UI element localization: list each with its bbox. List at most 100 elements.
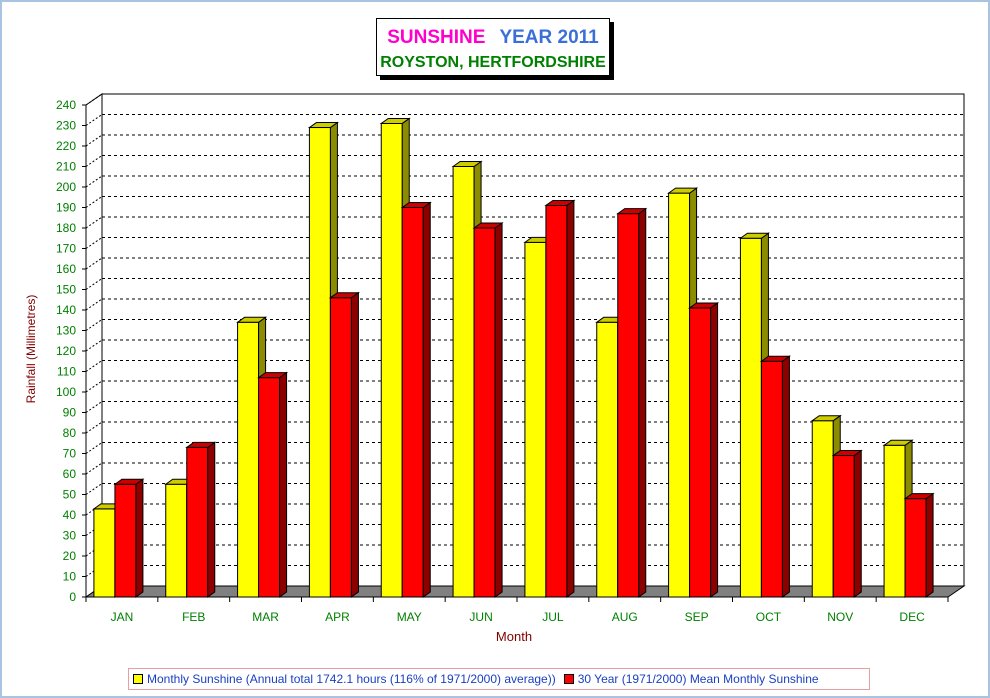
y-tick-label: 200 [56, 180, 76, 194]
gridline-side [85, 155, 103, 167]
bar-top [257, 372, 289, 379]
bar-top [738, 232, 770, 239]
x-tick-label: NOV [827, 610, 853, 624]
legend-label-monthly: Monthly Sunshine (Annual total 1742.1 ho… [147, 672, 556, 686]
y-tick-label: 100 [56, 385, 76, 399]
y-tick-label: 150 [56, 283, 76, 297]
bar-front [452, 166, 475, 598]
y-axis-title: Rainfall (Millimetres) [24, 295, 38, 404]
y-tick-label: 110 [57, 365, 76, 379]
chart-subtitle: ROYSTON, HERTFORDSHIRE [380, 54, 606, 71]
x-tick-label: APR [325, 610, 350, 624]
bar-front [308, 127, 331, 598]
gridline-side [85, 298, 103, 311]
bar-side [925, 492, 934, 598]
bar-side [494, 222, 503, 598]
gridline-side [85, 319, 103, 331]
y-tick-label: 160 [56, 262, 76, 276]
bar-front [380, 122, 403, 598]
gridline-side [85, 380, 103, 393]
y-tick-label: 230 [56, 119, 76, 133]
bar-mean-nov [831, 449, 863, 598]
bar-side [853, 449, 862, 598]
bar-mean-oct [759, 355, 791, 598]
bar-mean-mar [257, 371, 289, 598]
y-tick-label: 120 [56, 344, 76, 358]
bar-top [113, 478, 145, 485]
bar-front [832, 455, 855, 598]
gridline-side [85, 216, 103, 229]
gridline-side [85, 175, 103, 188]
bar-side [566, 199, 575, 598]
title-sunshine: SUNSHINE [387, 27, 486, 48]
y-tick-label: 20 [63, 549, 77, 563]
bar-top [379, 117, 411, 124]
legend-swatch-mean [563, 674, 574, 684]
bar-top [544, 199, 576, 206]
bar-front [596, 321, 619, 598]
legend-item-mean: 30 Year (1971/2000) Mean Monthly Sunshin… [563, 672, 819, 686]
bar-front [524, 241, 547, 598]
bar-front [473, 227, 496, 598]
bar-mean-jun [472, 222, 504, 598]
bar-top [667, 187, 699, 194]
y-tick-label: 10 [63, 570, 77, 584]
y-tick-label: 80 [63, 426, 77, 440]
bar-front [904, 498, 927, 598]
y-tick-label: 70 [63, 447, 77, 461]
bar-front [329, 297, 352, 598]
y-tick-label: 50 [63, 488, 77, 502]
bar-mean-apr [328, 291, 360, 598]
x-tick-label: OCT [756, 610, 782, 624]
bar-front [811, 420, 834, 598]
x-tick-label: DEC [899, 610, 925, 624]
bars [92, 117, 935, 598]
y-tick-label: 0 [69, 590, 76, 604]
y-tick-labels: 0 10 20 30 40 50 60 70 80 90 100 110 120 130 140 150 160… [56, 98, 87, 604]
bar-top [688, 302, 720, 309]
bar-mean-feb [185, 441, 217, 598]
bar-side [638, 207, 647, 598]
bar-top [882, 439, 914, 446]
x-tick-label: FEB [182, 610, 205, 624]
bar-front [114, 483, 137, 598]
y-tick-label: 60 [63, 467, 77, 481]
y-tick-label: 30 [63, 529, 77, 543]
y-tick-label: 210 [56, 160, 76, 174]
y-tick-label: 140 [56, 303, 76, 317]
gridline-side [85, 421, 103, 434]
y-tick-label: 130 [56, 324, 76, 338]
bar-side [781, 355, 790, 598]
bar-top [185, 441, 217, 448]
gridline-side [85, 134, 103, 147]
legend-label-mean: 30 Year (1971/2000) Mean Monthly Sunshin… [577, 672, 819, 686]
x-tick-label: AUG [612, 610, 638, 624]
bar-front [739, 237, 762, 598]
x-tick-label: JUL [542, 610, 564, 624]
bar-front [401, 207, 424, 598]
bar-top [810, 415, 842, 422]
bar-top [451, 161, 483, 167]
legend-swatch-monthly [133, 674, 143, 684]
gridline-side [85, 462, 103, 475]
bar-top [616, 208, 648, 215]
bar-mean-aug [616, 207, 648, 598]
bar-side [350, 291, 359, 598]
bar-top [831, 450, 863, 457]
y-tick-label: 180 [56, 221, 76, 235]
legend: Monthly Sunshine (Annual total 1742.1 ho… [128, 668, 870, 690]
gridline-side [85, 483, 103, 495]
y-tick-label: 40 [63, 508, 77, 522]
x-tick-label: JUN [469, 610, 492, 624]
gridline-side [85, 93, 103, 106]
gridline-side [85, 237, 103, 249]
gridline-side [85, 339, 103, 352]
bar-top [328, 292, 360, 299]
x-axis-title: Month [496, 629, 532, 644]
gridline-side [85, 442, 103, 454]
gridline-side [85, 278, 103, 290]
bar-front [186, 446, 209, 598]
y-tick-label: 240 [56, 98, 76, 112]
x-tick-label: JAN [111, 610, 134, 624]
